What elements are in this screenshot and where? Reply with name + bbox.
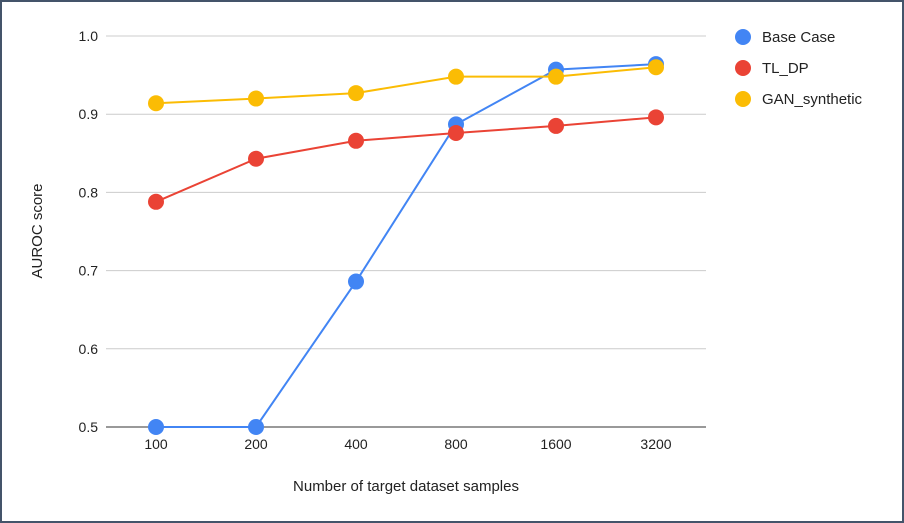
data-point — [348, 132, 364, 149]
x-tick-label: 200 — [244, 436, 268, 452]
legend: Base Case TL_DP GAN_synthetic — [735, 29, 863, 108]
y-tick-label: 0.7 — [79, 263, 99, 279]
legend-label: Base Case — [762, 29, 835, 46]
legend-label: TL_DP — [762, 60, 809, 77]
data-point — [148, 95, 164, 112]
data-point — [248, 150, 264, 167]
legend-label: GAN_synthetic — [762, 91, 863, 108]
x-axis-title: Number of target dataset samples — [293, 478, 519, 495]
data-point — [348, 273, 364, 290]
legend-item: TL_DP — [735, 60, 809, 77]
data-point — [448, 68, 464, 85]
y-tick-label: 0.8 — [79, 184, 99, 200]
series-gan-synthetic — [148, 59, 664, 112]
series-base-case — [148, 56, 664, 435]
x-tick-label: 400 — [344, 436, 368, 452]
legend-marker — [735, 29, 751, 45]
gridlines — [106, 35, 706, 428]
y-tick-label: 0.5 — [79, 419, 99, 435]
series-tl-dp — [148, 109, 664, 210]
data-point — [348, 85, 364, 102]
x-tick-label: 1600 — [540, 436, 571, 452]
y-tick-label: 1.0 — [79, 28, 99, 44]
x-tick-label: 800 — [444, 436, 468, 452]
y-axis-ticks: 0.5 0.6 0.7 0.8 0.9 1.0 — [79, 28, 99, 435]
data-point — [648, 109, 664, 126]
legend-item: GAN_synthetic — [735, 91, 863, 108]
y-tick-label: 0.9 — [79, 106, 99, 122]
data-point — [548, 117, 564, 134]
data-point — [248, 419, 264, 435]
y-axis-title: AUROC score — [29, 183, 46, 278]
data-point — [648, 59, 664, 76]
legend-marker — [735, 91, 751, 107]
data-point — [248, 90, 264, 107]
legend-marker — [735, 60, 751, 76]
y-tick-label: 0.6 — [79, 341, 99, 357]
legend-item: Base Case — [735, 29, 835, 46]
series-group — [148, 56, 664, 435]
data-point — [148, 193, 164, 210]
series-line — [155, 116, 657, 203]
data-point — [448, 124, 464, 141]
series-line — [155, 66, 657, 105]
data-point — [548, 68, 564, 85]
series-line — [156, 63, 657, 428]
x-tick-label: 100 — [144, 436, 168, 452]
x-tick-label: 3200 — [640, 436, 671, 452]
data-point — [148, 419, 164, 435]
x-axis-ticks: 100 200 400 800 1600 3200 — [144, 436, 671, 452]
